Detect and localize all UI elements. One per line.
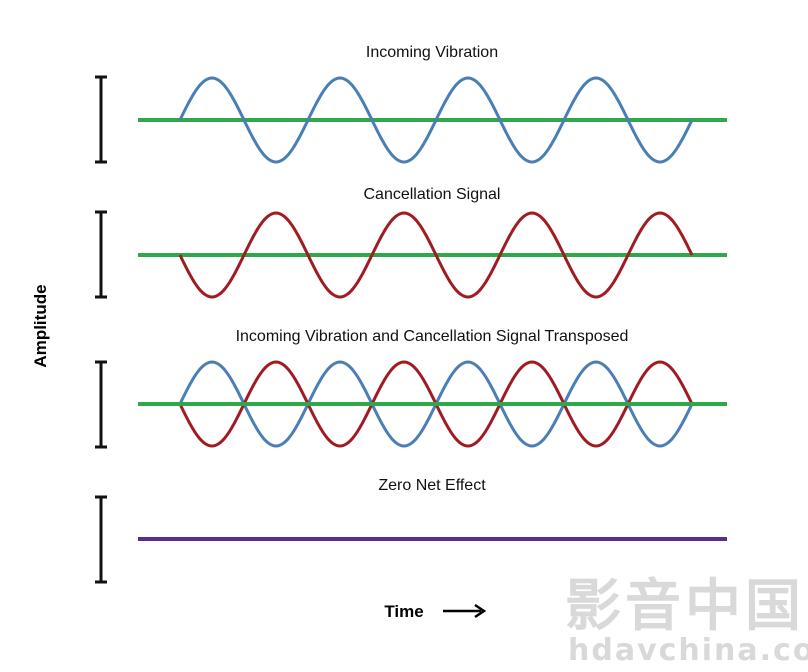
panel-4-amplitude-bracket xyxy=(95,495,107,584)
watermark: 影音中国 hdavchina.com xyxy=(565,574,808,668)
incoming-vibration-wave xyxy=(178,76,694,164)
time-axis-label-group: Time xyxy=(384,602,487,621)
watermark-url: hdavchina.com xyxy=(568,633,808,668)
panel-1-incoming-vibration xyxy=(138,76,727,164)
panel-1-title: Incoming Vibration xyxy=(366,44,498,61)
amplitude-label: Amplitude xyxy=(31,284,50,367)
panel-3-title: Incoming Vibration and Cancellation Sign… xyxy=(236,328,629,345)
cancellation-signal-wave xyxy=(178,211,694,299)
time-label: Time xyxy=(384,602,423,621)
panel-2-title: Cancellation Signal xyxy=(364,186,501,203)
time-arrow-head-icon xyxy=(474,603,487,619)
panel-4-title: Zero Net Effect xyxy=(378,477,486,494)
panel-3-amplitude-bracket xyxy=(95,360,107,449)
watermark-logo: 影音中国 xyxy=(565,574,805,639)
panel-3-transposed-signals xyxy=(138,360,727,448)
panel-2-amplitude-bracket xyxy=(95,210,107,299)
panel-1-amplitude-bracket xyxy=(95,75,107,164)
panel-2-cancellation-signal xyxy=(138,211,727,299)
